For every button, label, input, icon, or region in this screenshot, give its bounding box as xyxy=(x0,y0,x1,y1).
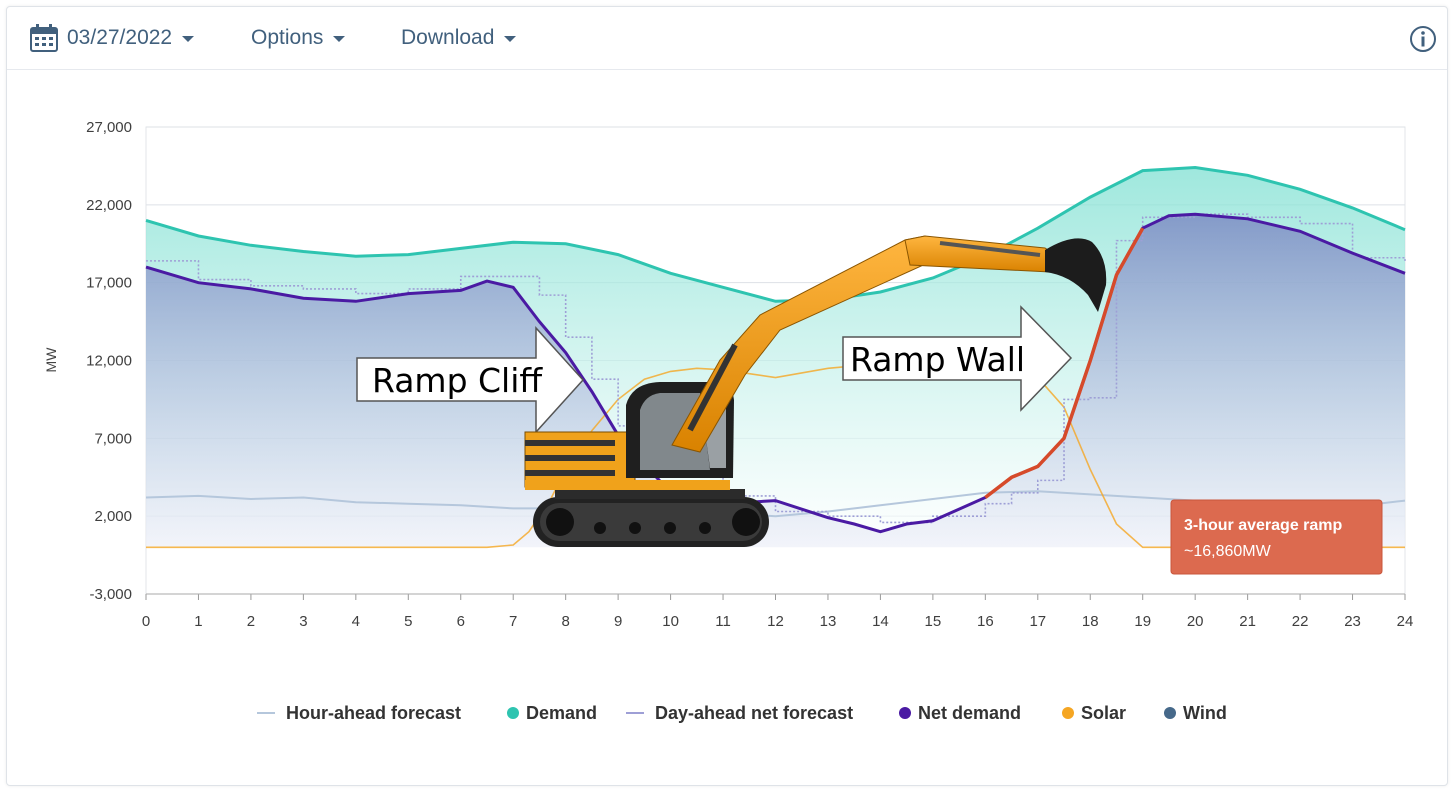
legend-item-demand: Demand xyxy=(507,703,597,723)
ramp-segment-line xyxy=(984,227,1145,499)
ramp-wall-callout: Ramp Wall xyxy=(842,305,1073,412)
x-tick-label: 8 xyxy=(561,613,569,630)
x-axis-ticks: 0 1 2 3 4 5 6 7 8 9 10 11 12 13 14 15 16 17 18 19 20 21 22 23 24 xyxy=(142,593,1414,630)
options-dropdown[interactable]: Options xyxy=(251,23,346,53)
demand-line xyxy=(145,165,1406,303)
legend-item-wind: Wind xyxy=(1164,703,1227,723)
toolbar: 03/27/2022 Options Download xyxy=(7,7,1447,70)
x-tick-label: 9 xyxy=(614,613,622,630)
calendar-icon xyxy=(30,24,58,52)
legend-item-day-ahead-net-forecast: Day-ahead net forecast xyxy=(626,703,853,723)
x-tick-label: 2 xyxy=(247,613,255,630)
y-axis-label: MW xyxy=(43,347,59,373)
y-tick-label: 12,000 xyxy=(86,353,132,370)
x-tick-label: 15 xyxy=(925,613,942,630)
date-picker[interactable]: 03/27/2022 xyxy=(29,23,195,53)
ramp-wall-label: Ramp Wall xyxy=(850,340,1025,379)
legend-item-net-demand: Net demand xyxy=(899,703,1021,723)
x-tick-label: 11 xyxy=(715,613,731,630)
chevron-down-icon xyxy=(333,36,346,42)
legend-swatch xyxy=(1062,707,1074,719)
excavator-illustration xyxy=(524,235,1107,547)
y-tick-label: 2,000 xyxy=(94,508,132,525)
y-tick-label: 22,000 xyxy=(86,197,132,214)
download-dropdown[interactable]: Download xyxy=(401,23,517,53)
legend-swatch xyxy=(899,707,911,719)
y-axis-ticks: 27,000 22,000 17,000 12,000 7,000 2,000 -3,000 xyxy=(86,119,132,603)
legend-swatch xyxy=(507,707,519,719)
net-demand-area xyxy=(146,214,1405,548)
legend-item-solar: Solar xyxy=(1062,703,1126,723)
chevron-down-icon xyxy=(182,36,195,42)
x-tick-label: 1 xyxy=(194,613,202,630)
ramp-average-callout: 3-hour average ramp ~16,860MW xyxy=(1170,499,1383,575)
x-tick-label: 12 xyxy=(767,613,784,630)
x-tick-label: 22 xyxy=(1292,613,1309,630)
legend-label: Solar xyxy=(1081,703,1126,723)
download-label: Download xyxy=(401,26,495,49)
x-tick-label: 24 xyxy=(1397,613,1414,630)
y-tick-label: 17,000 xyxy=(86,275,132,292)
y-tick-label: 27,000 xyxy=(86,119,132,136)
x-tick-label: 16 xyxy=(977,613,994,630)
info-icon[interactable] xyxy=(1409,25,1437,53)
ramp-value: ~16,860MW xyxy=(1184,543,1272,560)
x-tick-label: 0 xyxy=(142,613,150,630)
x-tick-label: 17 xyxy=(1029,613,1046,630)
x-tick-label: 4 xyxy=(352,613,360,630)
x-tick-label: 13 xyxy=(820,613,837,630)
legend-label: Net demand xyxy=(918,703,1021,723)
legend-label: Hour-ahead forecast xyxy=(286,703,461,723)
y-tick-label: -3,000 xyxy=(89,586,132,603)
day-ahead-net-forecast-line xyxy=(146,213,1406,524)
date-label: 03/27/2022 xyxy=(67,26,173,49)
x-tick-label: 19 xyxy=(1134,613,1151,630)
ramp-cliff-callout: Ramp Cliff xyxy=(356,326,585,434)
net-demand-line xyxy=(145,212,1406,534)
options-label: Options xyxy=(251,26,324,49)
chevron-down-icon xyxy=(504,36,517,42)
legend: Hour-ahead forecast Demand Day-ahead net f… xyxy=(257,703,1227,723)
x-tick-label: 3 xyxy=(299,613,307,630)
legend-label: Demand xyxy=(526,703,597,723)
x-tick-label: 5 xyxy=(404,613,412,630)
x-tick-label: 6 xyxy=(457,613,465,630)
x-tick-label: 18 xyxy=(1082,613,1099,630)
x-tick-label: 10 xyxy=(662,613,679,630)
x-tick-label: 20 xyxy=(1187,613,1204,630)
x-tick-label: 21 xyxy=(1239,613,1256,630)
ramp-callout-box xyxy=(1170,499,1383,575)
x-tick-label: 14 xyxy=(872,613,889,630)
ramp-cliff-label: Ramp Cliff xyxy=(372,361,543,400)
legend-swatch xyxy=(1164,707,1176,719)
x-tick-label: 7 xyxy=(509,613,517,630)
x-tick-label: 23 xyxy=(1344,613,1361,630)
y-tick-label: 7,000 xyxy=(94,430,132,447)
legend-item-hour-ahead-forecast: Hour-ahead forecast xyxy=(257,703,461,723)
legend-label: Day-ahead net forecast xyxy=(655,703,853,723)
legend-label: Wind xyxy=(1183,703,1227,723)
ramp-title: 3-hour average ramp xyxy=(1184,517,1343,534)
